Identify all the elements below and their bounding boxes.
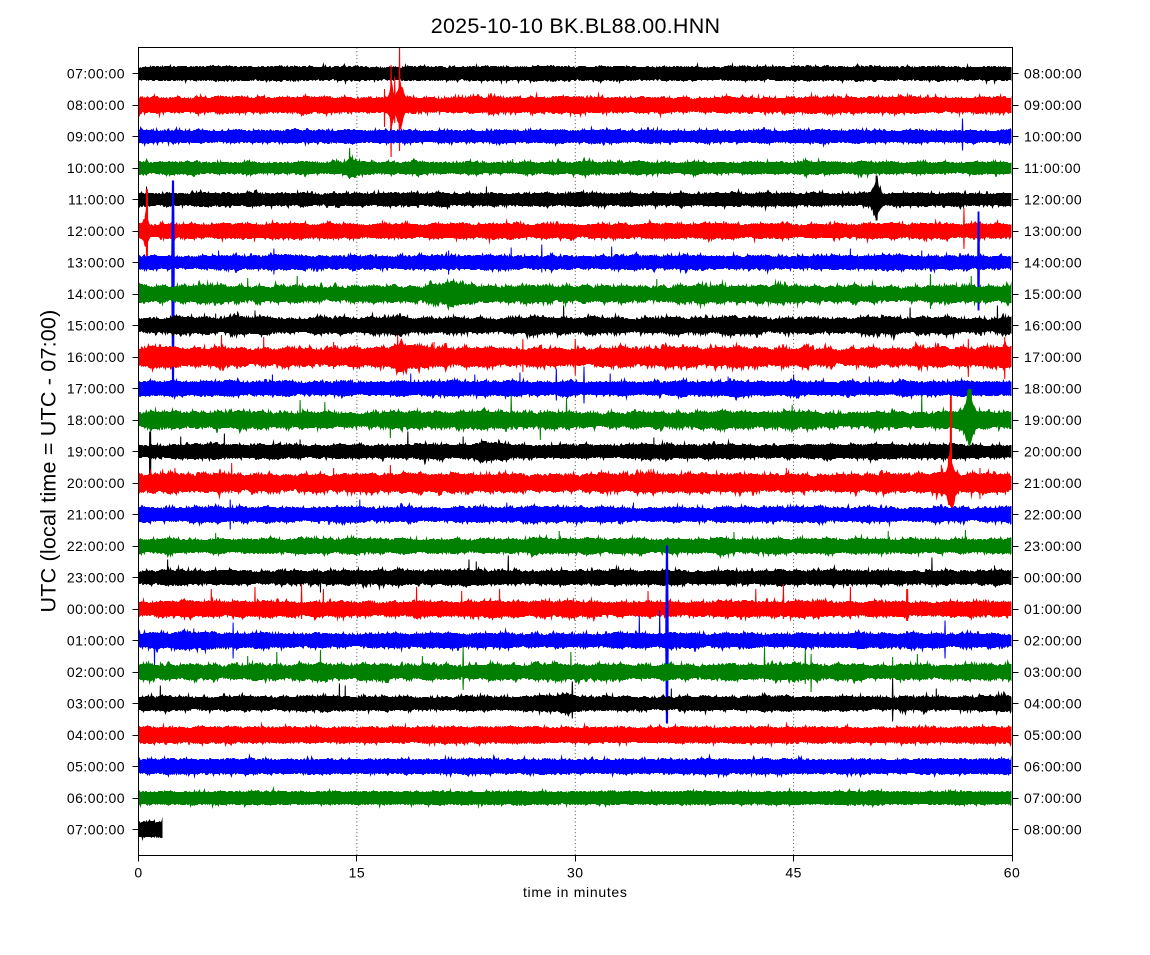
- svg-text:14:00:00: 14:00:00: [1024, 255, 1082, 271]
- svg-text:45: 45: [785, 865, 801, 881]
- svg-text:05:00:00: 05:00:00: [1024, 727, 1082, 743]
- svg-text:09:00:00: 09:00:00: [1024, 97, 1082, 113]
- svg-text:16:00:00: 16:00:00: [1024, 318, 1082, 334]
- svg-text:18:00:00: 18:00:00: [67, 412, 125, 428]
- svg-text:10:00:00: 10:00:00: [1024, 129, 1082, 145]
- svg-text:15:00:00: 15:00:00: [67, 318, 125, 334]
- svg-text:07:00:00: 07:00:00: [1024, 790, 1082, 806]
- svg-text:UTC (local time = UTC - 07:00): UTC (local time = UTC - 07:00): [37, 310, 61, 613]
- svg-text:08:00:00: 08:00:00: [1024, 66, 1082, 82]
- svg-text:19:00:00: 19:00:00: [1024, 412, 1082, 428]
- svg-text:19:00:00: 19:00:00: [67, 444, 125, 460]
- svg-text:21:00:00: 21:00:00: [67, 507, 125, 523]
- svg-text:07:00:00: 07:00:00: [67, 66, 125, 82]
- svg-text:22:00:00: 22:00:00: [1024, 507, 1082, 523]
- svg-text:06:00:00: 06:00:00: [1024, 759, 1082, 775]
- svg-text:22:00:00: 22:00:00: [67, 538, 125, 554]
- svg-text:13:00:00: 13:00:00: [67, 255, 125, 271]
- svg-text:60: 60: [1004, 865, 1020, 881]
- svg-text:15: 15: [349, 865, 365, 881]
- svg-text:11:00:00: 11:00:00: [1024, 160, 1081, 176]
- svg-text:15:00:00: 15:00:00: [1024, 286, 1082, 302]
- svg-text:18:00:00: 18:00:00: [1024, 381, 1082, 397]
- svg-text:06:00:00: 06:00:00: [67, 790, 125, 806]
- svg-text:05:00:00: 05:00:00: [67, 759, 125, 775]
- svg-text:21:00:00: 21:00:00: [1024, 475, 1082, 491]
- svg-text:20:00:00: 20:00:00: [1024, 444, 1082, 460]
- svg-text:08:00:00: 08:00:00: [67, 97, 125, 113]
- svg-text:01:00:00: 01:00:00: [1024, 601, 1082, 617]
- svg-text:16:00:00: 16:00:00: [67, 349, 125, 365]
- svg-text:12:00:00: 12:00:00: [67, 223, 125, 239]
- svg-text:00:00:00: 00:00:00: [1024, 570, 1082, 586]
- svg-text:11:00:00: 11:00:00: [68, 192, 125, 208]
- svg-text:03:00:00: 03:00:00: [67, 696, 125, 712]
- svg-text:17:00:00: 17:00:00: [67, 381, 125, 397]
- svg-text:time in minutes: time in minutes: [523, 884, 628, 900]
- svg-text:30: 30: [567, 865, 583, 881]
- svg-text:23:00:00: 23:00:00: [67, 570, 125, 586]
- svg-text:17:00:00: 17:00:00: [1024, 349, 1082, 365]
- svg-text:10:00:00: 10:00:00: [67, 160, 125, 176]
- svg-text:2025-10-10 BK.BL88.00.HNN: 2025-10-10 BK.BL88.00.HNN: [431, 14, 721, 38]
- svg-text:09:00:00: 09:00:00: [67, 129, 125, 145]
- svg-text:23:00:00: 23:00:00: [1024, 538, 1082, 554]
- svg-text:04:00:00: 04:00:00: [1024, 696, 1082, 712]
- svg-text:07:00:00: 07:00:00: [67, 822, 125, 838]
- svg-text:0: 0: [134, 865, 142, 881]
- svg-text:20:00:00: 20:00:00: [67, 475, 125, 491]
- svg-text:03:00:00: 03:00:00: [1024, 664, 1082, 680]
- svg-text:02:00:00: 02:00:00: [67, 664, 125, 680]
- svg-text:08:00:00: 08:00:00: [1024, 822, 1082, 838]
- svg-text:01:00:00: 01:00:00: [67, 633, 125, 649]
- svg-text:12:00:00: 12:00:00: [1024, 192, 1082, 208]
- svg-text:02:00:00: 02:00:00: [1024, 633, 1082, 649]
- svg-text:00:00:00: 00:00:00: [67, 601, 125, 617]
- svg-text:04:00:00: 04:00:00: [67, 727, 125, 743]
- svg-text:14:00:00: 14:00:00: [67, 286, 125, 302]
- svg-text:13:00:00: 13:00:00: [1024, 223, 1082, 239]
